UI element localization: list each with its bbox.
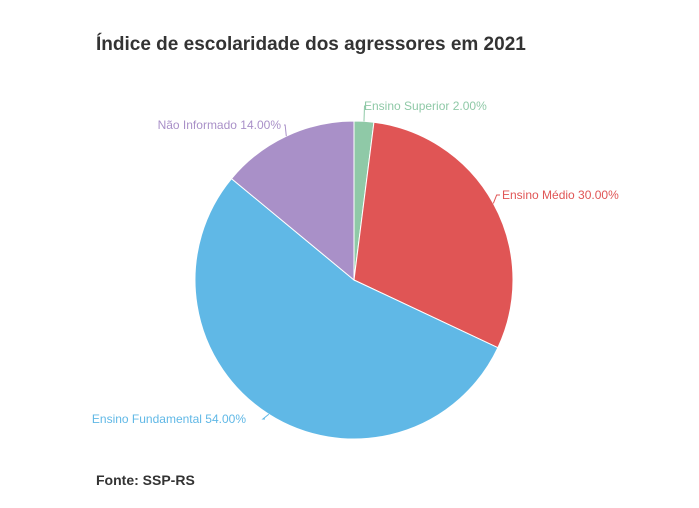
pie-slice-n-o-informado xyxy=(230,120,355,282)
source-note: Fonte: SSP-RS xyxy=(96,472,195,488)
slice-label: Ensino Superior 2.00% xyxy=(364,99,487,113)
label-connector xyxy=(492,194,500,204)
slice-label: Ensino Fundamental 54.00% xyxy=(92,412,246,426)
label-connector xyxy=(261,413,270,420)
slice-label: Não Informado 14.00% xyxy=(158,118,282,132)
slice-label: Ensino Médio 30.00% xyxy=(502,188,619,202)
pie-slice-ensino-m-dio xyxy=(353,121,514,349)
chart-title: Índice de escolaridade dos agressores em… xyxy=(96,34,526,55)
label-connector xyxy=(284,124,287,137)
label-connector xyxy=(363,105,365,122)
